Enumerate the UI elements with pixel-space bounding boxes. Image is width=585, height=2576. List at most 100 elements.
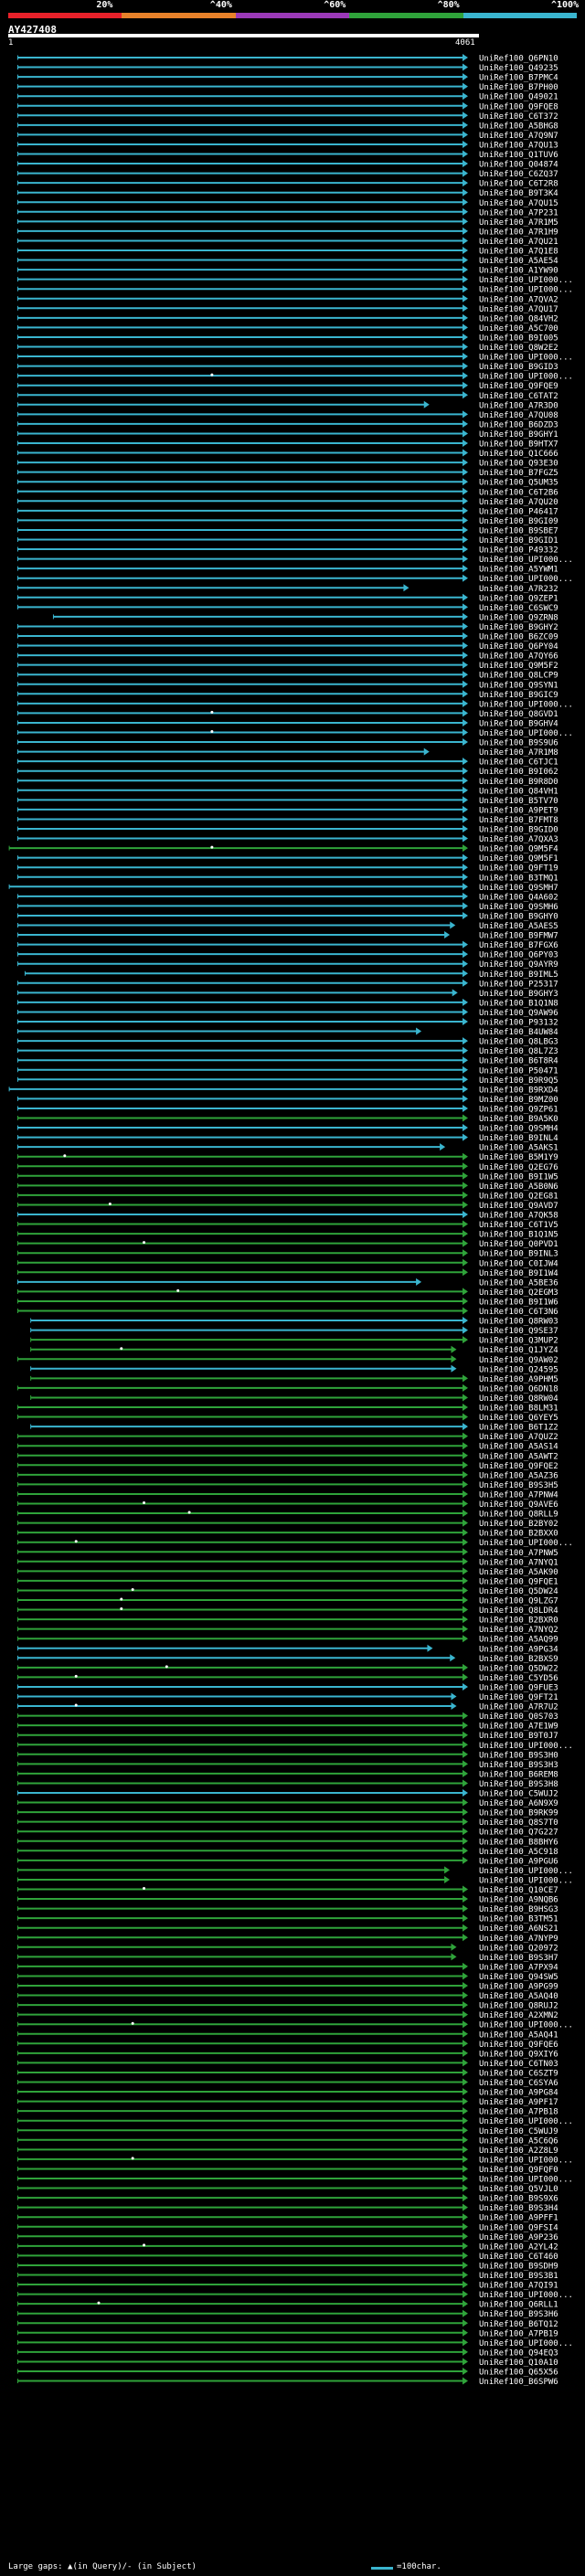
hit-label[interactable]: UniRef100_Q2EG76: [479, 1163, 558, 1172]
hit-label[interactable]: UniRef100_Q8RLL9: [479, 1511, 558, 1520]
hit-label[interactable]: UniRef100_Q9AYR9: [479, 960, 558, 970]
hit-label[interactable]: UniRef100_B9INL3: [479, 1250, 558, 1259]
hit-label[interactable]: UniRef100_B8LM31: [479, 1405, 558, 1414]
hit-label[interactable]: UniRef100_UPI000...: [479, 2291, 573, 2300]
hit-label[interactable]: UniRef100_Q6PN10: [479, 55, 558, 64]
hit-label[interactable]: UniRef100_A5AWT2: [479, 1452, 558, 1461]
hit-label[interactable]: UniRef100_Q9FQE8: [479, 102, 558, 111]
hit-label[interactable]: UniRef100_A5AS14: [479, 1443, 558, 1452]
hit-label[interactable]: UniRef100_Q93E30: [479, 460, 558, 469]
hit-label[interactable]: UniRef100_Q6RLL1: [479, 2301, 558, 2310]
hit-label[interactable]: UniRef100_Q9M5F2: [479, 662, 558, 671]
hit-label[interactable]: UniRef100_B9GHY0: [479, 912, 558, 921]
hit-label[interactable]: UniRef100_B9RK99: [479, 1809, 558, 1818]
hit-label[interactable]: UniRef100_B6REM8: [479, 1770, 558, 1779]
hit-label[interactable]: UniRef100_C6TJC1: [479, 758, 558, 768]
hit-label[interactable]: UniRef100_Q94SW5: [479, 1973, 558, 1982]
hit-label[interactable]: UniRef100_Q8RW03: [479, 1318, 558, 1327]
hit-label[interactable]: UniRef100_A5AES5: [479, 922, 558, 931]
hit-label[interactable]: UniRef100_Q9M5F4: [479, 845, 558, 854]
hit-label[interactable]: UniRef100_UPI000...: [479, 276, 573, 285]
hit-label[interactable]: UniRef100_B9GID3: [479, 363, 558, 372]
hit-label[interactable]: UniRef100_B9GI09: [479, 517, 558, 526]
hit-label[interactable]: UniRef100_C6T3N6: [479, 1308, 558, 1317]
hit-label[interactable]: UniRef100_Q9SMH6: [479, 903, 558, 912]
hit-label[interactable]: UniRef100_A5B0N6: [479, 1182, 558, 1192]
hit-label[interactable]: UniRef100_Q10CE7: [479, 1886, 558, 1895]
hit-label[interactable]: UniRef100_P46417: [479, 507, 558, 516]
hit-label[interactable]: UniRef100_B9S9U6: [479, 739, 558, 748]
hit-label[interactable]: UniRef100_Q7G227: [479, 1829, 558, 1838]
hit-label[interactable]: UniRef100_B3TM51: [479, 1915, 558, 1924]
hit-label[interactable]: UniRef100_A7PX94: [479, 1963, 558, 1972]
hit-label[interactable]: UniRef100_B9T3K4: [479, 189, 558, 198]
hit-label[interactable]: UniRef100_UPI000...: [479, 1539, 573, 1548]
hit-label[interactable]: UniRef100_B9GID0: [479, 826, 558, 835]
hit-label[interactable]: UniRef100_B9I005: [479, 334, 558, 343]
hit-label[interactable]: UniRef100_Q8W2E2: [479, 344, 558, 353]
hit-label[interactable]: UniRef100_A7R7U2: [479, 1703, 558, 1712]
hit-label[interactable]: UniRef100_P25317: [479, 980, 558, 989]
hit-label[interactable]: UniRef100_Q5DW24: [479, 1587, 558, 1596]
hit-label[interactable]: UniRef100_A9PG34: [479, 1645, 558, 1654]
hit-label[interactable]: UniRef100_B5TV70: [479, 797, 558, 806]
hit-label[interactable]: UniRef100_A7QU21: [479, 238, 558, 247]
hit-label[interactable]: UniRef100_A5AE54: [479, 257, 558, 266]
hit-label[interactable]: UniRef100_A7PNW4: [479, 1490, 558, 1500]
hit-label[interactable]: UniRef100_C6T2B6: [479, 488, 558, 497]
hit-label[interactable]: UniRef100_B9I1W6: [479, 1298, 558, 1307]
hit-label[interactable]: UniRef100_C6T1V5: [479, 1221, 558, 1230]
hit-label[interactable]: UniRef100_B7FMT8: [479, 816, 558, 825]
hit-label[interactable]: UniRef100_A7R1M5: [479, 218, 558, 228]
hit-label[interactable]: UniRef100_B9S3H0: [479, 1751, 558, 1760]
hit-label[interactable]: UniRef100_B6TQ12: [479, 2320, 558, 2329]
hit-label[interactable]: UniRef100_Q9FT19: [479, 864, 558, 874]
hit-label[interactable]: UniRef100_C6SWC9: [479, 604, 558, 613]
hit-label[interactable]: UniRef100_Q65X56: [479, 2369, 558, 2378]
hit-label[interactable]: UniRef100_UPI000...: [479, 2117, 573, 2126]
hit-label[interactable]: UniRef100_Q24595: [479, 1365, 558, 1374]
hit-label[interactable]: UniRef100_A7QU17: [479, 305, 558, 314]
hit-label[interactable]: UniRef100_Q49235: [479, 64, 558, 73]
hit-label[interactable]: UniRef100_B9GHV4: [479, 719, 558, 728]
hit-label[interactable]: UniRef100_C6SZT9: [479, 2069, 558, 2078]
hit-label[interactable]: UniRef100_A7R232: [479, 585, 558, 594]
hit-label[interactable]: UniRef100_A7QU20: [479, 498, 558, 507]
hit-label[interactable]: UniRef100_Q9AW02: [479, 1356, 558, 1365]
hit-label[interactable]: UniRef100_Q94EQ3: [479, 2348, 558, 2358]
hit-label[interactable]: UniRef100_Q8GVD1: [479, 710, 558, 719]
hit-label[interactable]: UniRef100_A9PG99: [479, 1983, 558, 1992]
hit-label[interactable]: UniRef100_A2YL42: [479, 2242, 558, 2252]
hit-label[interactable]: UniRef100_B9I1W4: [479, 1269, 558, 1278]
hit-label[interactable]: UniRef100_A7PB19: [479, 2329, 558, 2338]
hit-label[interactable]: UniRef100_B3TMQ1: [479, 874, 558, 883]
hit-label[interactable]: UniRef100_A7Q9N7: [479, 132, 558, 141]
hit-label[interactable]: UniRef100_Q8LCP9: [479, 672, 558, 681]
hit-label[interactable]: UniRef100_P50471: [479, 1066, 558, 1076]
hit-label[interactable]: UniRef100_B9S3B1: [479, 2272, 558, 2281]
hit-label[interactable]: UniRef100_A7R1M8: [479, 748, 558, 758]
hit-label[interactable]: UniRef100_B6ZC09: [479, 633, 558, 642]
hit-label[interactable]: UniRef100_B7PH00: [479, 83, 558, 92]
hit-label[interactable]: UniRef100_Q9ZEP1: [479, 594, 558, 603]
hit-label[interactable]: UniRef100_B9HSG3: [479, 1905, 558, 1914]
hit-label[interactable]: UniRef100_B9R9Q5: [479, 1076, 558, 1086]
hit-label[interactable]: UniRef100_B7FGZ5: [479, 469, 558, 478]
hit-label[interactable]: UniRef100_B2BXS9: [479, 1655, 558, 1664]
hit-label[interactable]: UniRef100_A7R3D0: [479, 401, 558, 410]
hit-label[interactable]: UniRef100_A5AQ40: [479, 1992, 558, 2001]
hit-label[interactable]: UniRef100_Q9FT21: [479, 1693, 558, 1702]
hit-label[interactable]: UniRef100_B5M1Y9: [479, 1153, 558, 1162]
hit-label[interactable]: UniRef100_A5C700: [479, 324, 558, 334]
hit-label[interactable]: UniRef100_C0IJW4: [479, 1259, 558, 1268]
hit-label[interactable]: UniRef100_B7PMC4: [479, 74, 558, 83]
hit-label[interactable]: UniRef100_C6TN03: [479, 2060, 558, 2069]
hit-label[interactable]: UniRef100_B6T8R4: [479, 1057, 558, 1066]
hit-label[interactable]: UniRef100_Q5VJL0: [479, 2185, 558, 2194]
hit-label[interactable]: UniRef100_Q8LDR4: [479, 1606, 558, 1616]
hit-label[interactable]: UniRef100_A7QI91: [479, 2282, 558, 2291]
hit-label[interactable]: UniRef100_A7QU08: [479, 411, 558, 420]
hit-label[interactable]: UniRef100_Q9FQE9: [479, 382, 558, 391]
hit-label[interactable]: UniRef100_A5AQ41: [479, 2030, 558, 2040]
hit-label[interactable]: UniRef100_A5AZ36: [479, 1471, 558, 1480]
